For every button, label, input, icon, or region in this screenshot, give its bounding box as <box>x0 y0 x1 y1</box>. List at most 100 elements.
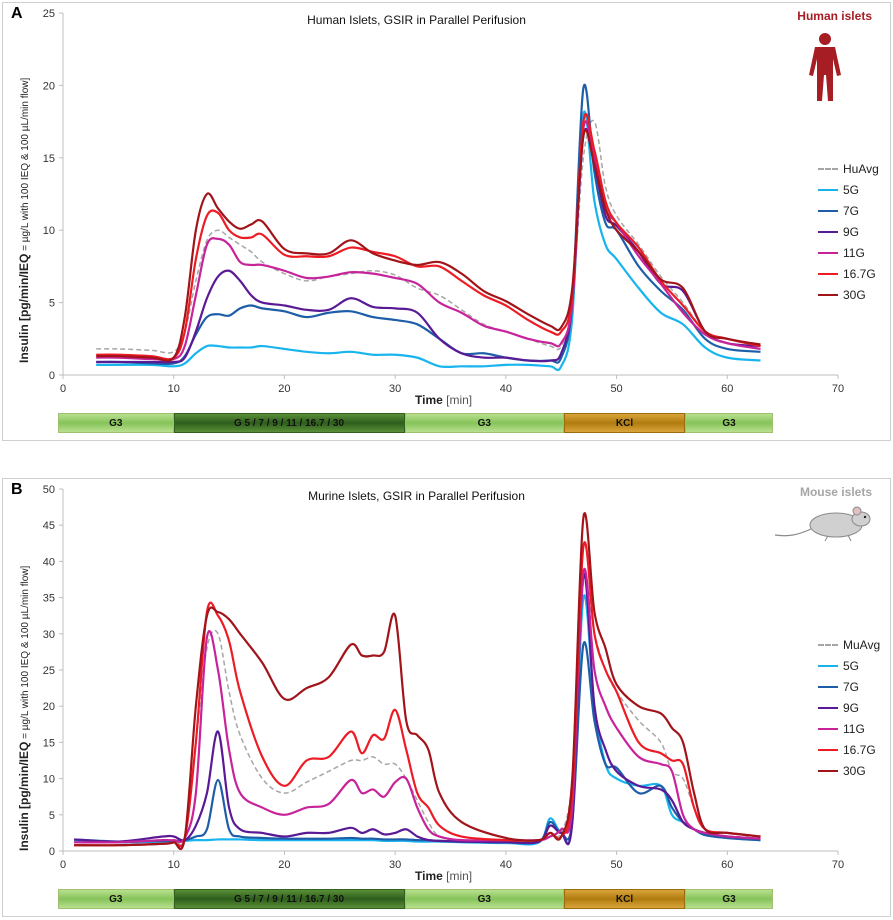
legend-item: 9G <box>818 221 879 242</box>
series-line-30g <box>74 512 761 851</box>
legend-label: MuAvg <box>843 637 881 652</box>
protocol-segment-g3: G3 <box>685 413 773 433</box>
series-line-16-7g <box>74 541 761 848</box>
legend-label: 7G <box>843 203 860 218</box>
x-tick-label: 50 <box>610 383 622 395</box>
legend-swatch <box>818 209 838 212</box>
species-label: Mouse islets <box>799 485 872 499</box>
chart-plot: 0 5 10 15 20 25 30 35 40 45 50 0 10 20 30 40 50 60 70 <box>43 484 871 871</box>
legend-swatch <box>818 664 838 667</box>
protocol-segment-kcl: KCl <box>564 413 685 433</box>
mouse-icon <box>774 506 871 542</box>
y-tick-label: 35 <box>43 593 55 605</box>
legend-label: 9G <box>843 700 860 715</box>
x-tick-label: 0 <box>60 859 66 871</box>
legend-swatch <box>818 272 838 275</box>
legend-label: 30G <box>843 763 866 778</box>
x-tick-label: 20 <box>278 383 290 395</box>
human-figure-icon <box>809 33 841 101</box>
x-tick-label: 30 <box>389 383 401 395</box>
protocol-segment-g3: G3 <box>404 413 564 433</box>
legend-swatch <box>818 748 838 751</box>
series-line-muavg <box>74 576 761 846</box>
y-tick-label: 25 <box>43 8 55 20</box>
y-tick-label: 10 <box>43 774 55 786</box>
series-line-5g <box>96 110 761 372</box>
legend: HuAvg 5G 7G 9G 11G 16.7G 30G <box>818 158 879 305</box>
x-tick-label: 60 <box>721 859 733 871</box>
y-tick-label: 15 <box>43 153 55 165</box>
y-tick-label: 45 <box>43 520 55 532</box>
legend-item: 11G <box>818 718 880 739</box>
x-tick-label: 10 <box>168 859 180 871</box>
x-axis-label: Time [min] <box>415 393 473 407</box>
legend-swatch <box>818 706 838 709</box>
y-axis-label: Insulin [pg/min/IEQ = µg/L with 100 IEQ … <box>17 77 31 363</box>
panel-a: A Human Islets, GSIR in Parallel Perifus… <box>2 2 891 441</box>
x-tick-label: 30 <box>389 859 401 871</box>
species-label: Human islets <box>797 9 872 23</box>
x-tick-label: 10 <box>168 383 180 395</box>
chart-title: Human Islets, GSIR in Parallel Perifusio… <box>307 13 526 27</box>
panel-b: B Murine Islets, GSIR in Parallel Perifu… <box>2 478 891 917</box>
legend-item: 7G <box>818 676 880 697</box>
y-tick-label: 0 <box>49 846 55 858</box>
protocol-segment-g3: G3 <box>58 889 174 909</box>
legend-label: 5G <box>843 658 860 673</box>
legend-swatch <box>818 643 838 646</box>
legend-item: 5G <box>818 655 880 676</box>
legend-swatch <box>818 188 838 191</box>
protocol-segment-kcl: KCl <box>564 889 685 909</box>
legend-swatch <box>818 230 838 233</box>
series-line-9g <box>96 127 761 364</box>
legend-label: 7G <box>843 679 860 694</box>
legend-swatch <box>818 769 838 772</box>
panel-label: B <box>11 481 23 498</box>
legend-item: 16.7G <box>818 739 880 760</box>
legend-item: 7G <box>818 200 879 221</box>
x-tick-label: 60 <box>721 383 733 395</box>
x-tick-label: 40 <box>500 383 512 395</box>
y-tick-label: 5 <box>49 810 55 822</box>
legend-swatch <box>818 685 838 688</box>
legend-label: 16.7G <box>843 266 876 281</box>
y-tick-label: 40 <box>43 556 55 568</box>
legend-swatch <box>818 293 838 296</box>
legend-item: 30G <box>818 760 880 781</box>
legend-label: HuAvg <box>843 161 879 176</box>
protocol-segment-g3: G3 <box>58 413 174 433</box>
x-axis-label: Time [min] <box>415 869 473 883</box>
legend-item: 11G <box>818 242 879 263</box>
y-axis-label: Insulin [pg/min/IEQ = µg/L with 100 IEQ … <box>17 565 31 851</box>
legend-item: 30G <box>818 284 879 305</box>
protocol-bar: G3 G 5 / 7 / 9 / 11 / 16.7 / 30 G3 KCl G3 <box>58 889 773 909</box>
series-line-9g <box>74 572 761 846</box>
series-line-huavg <box>96 119 761 354</box>
y-tick-label: 5 <box>49 298 55 310</box>
chart-plot: 0 5 10 15 20 25 0 10 20 30 40 50 60 70 <box>43 8 844 395</box>
y-tick-label: 10 <box>43 225 55 237</box>
protocol-segment-glu: G 5 / 7 / 9 / 11 / 16.7 / 30 <box>173 413 405 433</box>
legend-item: MuAvg <box>818 634 880 655</box>
legend-label: 5G <box>843 182 860 197</box>
y-tick-label: 50 <box>43 484 55 496</box>
legend-label: 9G <box>843 224 860 239</box>
x-tick-label: 40 <box>500 859 512 871</box>
legend-swatch <box>818 167 838 170</box>
panel-label: A <box>11 5 23 22</box>
legend-item: HuAvg <box>818 158 879 179</box>
legend-label: 11G <box>843 245 865 260</box>
legend-swatch <box>818 727 838 730</box>
y-tick-label: 20 <box>43 80 55 92</box>
legend-swatch <box>818 251 838 254</box>
legend-item: 16.7G <box>818 263 879 284</box>
legend-item: 9G <box>818 697 880 718</box>
legend: MuAvg 5G 7G 9G 11G 16.7G 30G <box>818 634 880 781</box>
chart-title: Murine Islets, GSIR in Parallel Perifusi… <box>308 489 525 503</box>
legend-label: 30G <box>843 287 866 302</box>
series-line-30g <box>96 128 761 362</box>
x-tick-label: 20 <box>278 859 290 871</box>
x-tick-label: 70 <box>832 859 844 871</box>
x-tick-label: 50 <box>610 859 622 871</box>
x-tick-label: 70 <box>832 383 844 395</box>
